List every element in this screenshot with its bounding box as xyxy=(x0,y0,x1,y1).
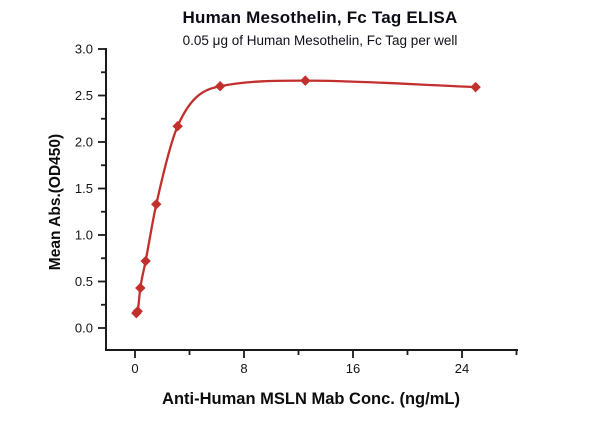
data-point-marker xyxy=(214,81,226,92)
x-tick-label: 8 xyxy=(240,361,247,376)
data-point-marker xyxy=(140,255,151,267)
x-tick-label: 24 xyxy=(455,361,469,376)
data-point-marker xyxy=(470,81,481,93)
y-tick-label: 3.0 xyxy=(75,42,93,57)
y-tick-label: 2.5 xyxy=(75,88,93,103)
fit-curve xyxy=(135,79,477,315)
data-point-marker xyxy=(300,75,311,86)
chart-title: Human Mesothelin, Fc Tag ELISA xyxy=(182,8,458,27)
data-point-marker xyxy=(151,199,162,210)
data-point-marker xyxy=(132,306,143,317)
axes xyxy=(105,48,518,351)
data-points xyxy=(131,75,481,319)
x-tick-label: 16 xyxy=(346,361,360,376)
y-tick-label: 1.5 xyxy=(75,181,93,196)
y-tick-labels: 0.0 0.5 1.0 1.5 2.0 2.5 3.0 xyxy=(75,42,93,336)
y-tick-label: 1.0 xyxy=(75,228,93,243)
chart-subtitle: 0.05 μg of Human Mesothelin, Fc Tag per … xyxy=(182,33,458,48)
y-tick-label: 0.5 xyxy=(75,274,93,289)
data-point-marker xyxy=(135,282,146,294)
y-tick-label: 0.0 xyxy=(75,321,93,336)
x-tick-labels: 0 8 16 24 xyxy=(131,361,469,376)
x-axis-label: Anti-Human MSLN Mab Conc. (ng/mL) xyxy=(162,390,460,408)
y-tick-label: 2.0 xyxy=(75,135,93,150)
x-tick-label: 0 xyxy=(131,361,138,376)
data-point-marker xyxy=(172,120,183,132)
ticks xyxy=(98,48,518,358)
